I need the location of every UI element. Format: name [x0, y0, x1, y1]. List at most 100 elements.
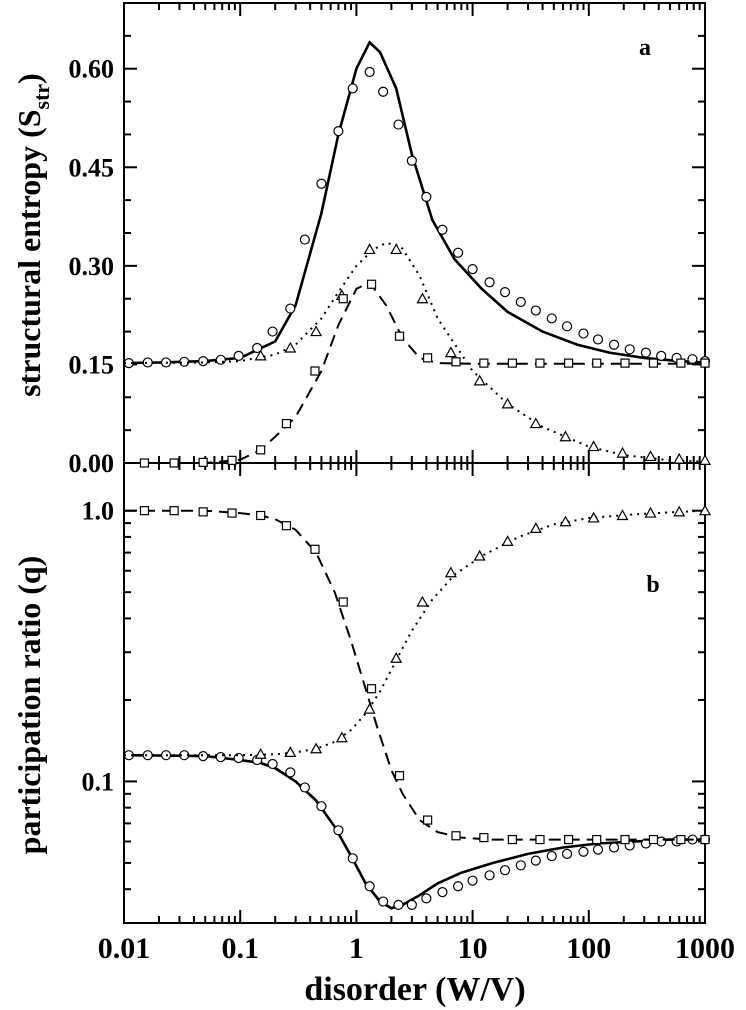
- square-marker: [479, 833, 489, 843]
- circle-marker: [285, 303, 296, 314]
- triangle-marker: [673, 452, 686, 464]
- x-tick-label: 0.1: [221, 932, 259, 965]
- square-marker: [507, 358, 517, 368]
- circle-marker: [406, 899, 417, 910]
- circle-marker: [333, 126, 344, 137]
- triangle-marker: [501, 397, 514, 409]
- triangle-marker: [473, 374, 486, 386]
- square-marker: [563, 358, 574, 368]
- dotted-line: [124, 509, 706, 757]
- square-marker: [338, 597, 348, 607]
- panel-b-ylabel: participation ratio (q): [11, 556, 47, 855]
- circle-marker: [316, 801, 327, 812]
- circle-marker: [515, 296, 526, 308]
- triangle-marker: [335, 731, 348, 743]
- square-marker: [592, 834, 602, 845]
- x-tick-label: 1000: [675, 932, 735, 965]
- ylabel-subscript: str: [29, 84, 54, 110]
- square-marker: [479, 358, 489, 368]
- triangle-marker: [644, 506, 657, 518]
- square-marker: [198, 507, 208, 517]
- circle-marker: [437, 224, 448, 235]
- circle-marker: [198, 751, 209, 762]
- circle-marker: [592, 844, 604, 855]
- circle-marker: [347, 853, 358, 864]
- panel-b-ticks: 0.1 1.0 0.01 0.1 1 10 100 1000: [82, 463, 735, 965]
- circle-marker: [267, 758, 278, 770]
- triangle-marker: [284, 746, 297, 758]
- circle-marker: [608, 842, 620, 853]
- panel-a-ylabel: structural entropy (Sstr): [11, 73, 54, 397]
- circle-marker: [233, 752, 244, 764]
- circle-marker: [624, 344, 635, 355]
- square-marker: [563, 834, 574, 845]
- triangle-marker: [473, 549, 486, 561]
- panel-a-series: [123, 40, 712, 468]
- y-tick-label: 0.00: [69, 449, 115, 478]
- circle-marker: [347, 83, 358, 94]
- triangle-marker: [254, 748, 267, 759]
- y-tick-label: 0.45: [69, 153, 115, 182]
- circle-marker: [198, 356, 209, 367]
- circle-marker: [530, 305, 541, 316]
- triangle-marker: [310, 325, 323, 337]
- square-marker: [394, 771, 405, 781]
- circle-marker: [252, 342, 263, 354]
- circle-marker: [640, 347, 651, 358]
- circle-marker: [364, 66, 375, 78]
- ylabel-close: ): [11, 73, 47, 84]
- square-marker: [700, 834, 710, 845]
- square-marker: [592, 358, 602, 368]
- triangle-marker: [644, 450, 657, 462]
- square-marker: [676, 358, 686, 368]
- square-marker: [227, 508, 237, 518]
- y-tick-label: 0.15: [69, 350, 115, 379]
- circle-marker: [299, 782, 310, 793]
- circle-marker: [299, 234, 310, 245]
- square-marker: [256, 445, 266, 455]
- x-tick-label: 1: [349, 932, 364, 965]
- square-marker: [198, 457, 208, 467]
- x-tick-label: 0.01: [98, 932, 151, 965]
- ylabel-main: structural entropy (S: [11, 109, 47, 396]
- square-marker: [139, 506, 150, 516]
- circle-marker: [608, 339, 620, 350]
- triangle-marker: [363, 243, 376, 255]
- triangle-marker: [284, 341, 297, 353]
- y-tick-label: 1.0: [82, 497, 115, 526]
- triangle-marker: [444, 346, 457, 358]
- dotted-line: [123, 241, 706, 463]
- circle-marker: [484, 870, 495, 881]
- circle-marker: [467, 264, 478, 275]
- triangle-marker: [698, 454, 712, 465]
- circle-marker: [546, 850, 557, 862]
- triangle-marker: [529, 417, 542, 429]
- panel-b-label: b: [646, 572, 659, 598]
- square-marker: [507, 834, 517, 845]
- circle-marker: [233, 350, 244, 361]
- square-marker: [281, 418, 292, 429]
- triangle-marker: [698, 504, 712, 516]
- triangle-marker: [390, 243, 403, 255]
- x-tick-label: 100: [566, 932, 611, 965]
- triangle-marker: [529, 522, 542, 534]
- circle-marker: [499, 287, 511, 298]
- square-marker: [700, 358, 710, 368]
- triangle-marker: [416, 595, 429, 607]
- circle-marker: [406, 155, 417, 166]
- circle-marker: [142, 357, 153, 368]
- panel-a-ticks: 0.00 0.15 0.30 0.45 0.60: [69, 2, 706, 478]
- square-marker: [535, 358, 545, 368]
- square-marker: [648, 834, 659, 845]
- circle-marker: [267, 326, 278, 337]
- triangle-marker: [363, 702, 376, 714]
- panel-b-frame: [123, 462, 706, 924]
- circle-marker: [530, 855, 541, 866]
- square-marker: [169, 506, 179, 516]
- panel-b-series: [123, 504, 712, 910]
- square-marker: [338, 294, 348, 304]
- square-marker: [535, 834, 545, 845]
- circle-marker: [333, 825, 344, 836]
- triangle-marker: [416, 292, 429, 304]
